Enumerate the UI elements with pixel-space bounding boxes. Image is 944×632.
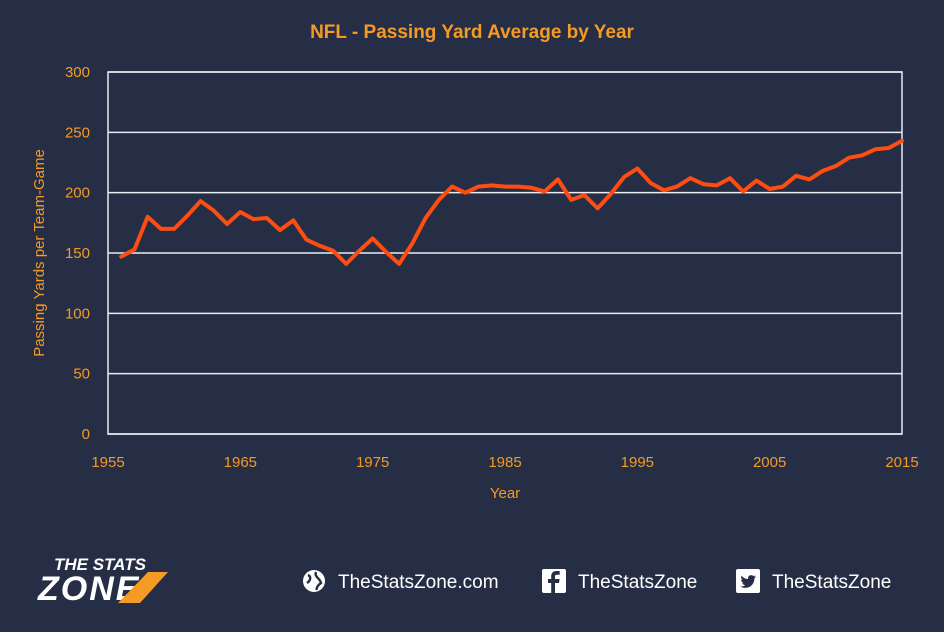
brand-logo-swoosh	[118, 572, 168, 603]
y-tick-label: 0	[82, 426, 90, 443]
y-tick-label: 200	[65, 185, 90, 202]
x-tick-label: 2015	[885, 454, 918, 471]
y-tick-label: 100	[65, 305, 90, 322]
x-axis-label: Year	[490, 485, 520, 502]
x-tick-label: 1995	[621, 454, 654, 471]
brand-logo: THE STATS ZONE	[37, 555, 168, 608]
x-tick-label: 1955	[91, 454, 124, 471]
globe-icon	[303, 570, 325, 592]
y-tick-label: 250	[65, 124, 90, 141]
gridlines	[108, 71, 902, 435]
y-tick-label: 50	[73, 366, 90, 383]
y-tick-label: 300	[65, 64, 90, 81]
x-tick-label: 1965	[224, 454, 257, 471]
chart-title: NFL - Passing Yard Average by Year	[310, 22, 634, 43]
x-tick-label: 2005	[753, 454, 786, 471]
website-text: TheStatsZone.com	[338, 572, 499, 593]
y-tick-label: 150	[65, 245, 90, 262]
series-lines	[119, 138, 904, 266]
y-tick-labels: 0 50 100 150 200 250 300	[65, 64, 90, 443]
x-tick-label: 1975	[356, 454, 389, 471]
twitter-icon	[736, 569, 760, 593]
brand-logo-line1: THE STATS	[54, 555, 147, 574]
x-tick-labels: 1955 1965 1975 1985 1995 2005 2015	[91, 454, 918, 471]
twitter-text: TheStatsZone	[772, 572, 891, 593]
series-line-0	[119, 138, 904, 266]
y-axis-label: Passing Yards per Team-Game	[31, 149, 48, 357]
facebook-text: TheStatsZone	[578, 572, 697, 593]
x-tick-label: 1985	[488, 454, 521, 471]
facebook-icon	[542, 569, 566, 593]
